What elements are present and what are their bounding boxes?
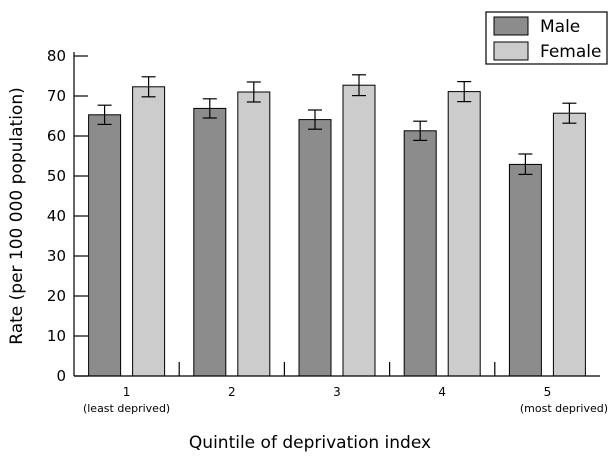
x-tick-sublabel-5: (most deprived) xyxy=(520,402,608,415)
axes: 0 10 20 30 40 50 60 70 80 1 (least deprived) 2 3 4 5 (m… xyxy=(47,47,608,415)
x-tick-label-2: 2 xyxy=(228,385,236,399)
legend-label-female: Female xyxy=(540,42,601,62)
bar-female-3 xyxy=(342,84,376,377)
x-tick-label-5: 5 xyxy=(544,385,552,399)
y-tick-label-10: 10 xyxy=(47,327,66,345)
legend: Male Female xyxy=(485,11,608,65)
legend-label-male: Male xyxy=(540,17,580,37)
bar-male-2 xyxy=(193,107,227,377)
y-tick-label-0: 0 xyxy=(56,367,66,385)
bar-female-2 xyxy=(237,91,271,377)
y-tick-label-40: 40 xyxy=(47,207,66,225)
y-tick-label-30: 30 xyxy=(47,247,66,265)
bar-female-5 xyxy=(552,112,586,377)
y-axis-title: Rate (per 100 000 population) xyxy=(7,87,27,344)
x-tick-label-4: 4 xyxy=(438,385,446,399)
y-tick-label-60: 60 xyxy=(47,127,66,145)
y-tick-label-20: 20 xyxy=(47,287,66,305)
bar-male-3 xyxy=(298,119,332,377)
y-tick-label-80: 80 xyxy=(47,47,66,65)
legend-swatch-female xyxy=(493,41,529,61)
x-axis-title: Quintile of deprivation index xyxy=(189,433,431,453)
x-tick-sublabel-1: (least deprived) xyxy=(83,402,170,415)
bar-male-4 xyxy=(403,130,437,377)
bar-female-4 xyxy=(447,91,481,377)
plot-area xyxy=(88,74,586,377)
y-tick-label-70: 70 xyxy=(47,87,66,105)
bar-male-5 xyxy=(508,163,542,377)
x-tick-label-1: 1 xyxy=(123,385,131,399)
legend-swatch-male xyxy=(493,16,529,36)
bar-male-1 xyxy=(88,114,122,377)
bar-female-1 xyxy=(132,86,166,377)
x-tick-label-3: 3 xyxy=(333,385,341,399)
y-tick-label-50: 50 xyxy=(47,167,66,185)
